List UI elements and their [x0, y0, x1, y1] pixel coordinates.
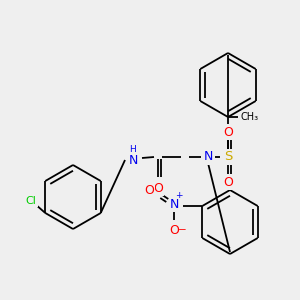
Text: O: O: [144, 184, 154, 197]
Text: O: O: [223, 125, 233, 139]
Text: N: N: [203, 151, 213, 164]
Text: Cl: Cl: [26, 196, 37, 206]
Text: N: N: [169, 197, 179, 211]
Text: CH₃: CH₃: [241, 112, 259, 122]
Text: O: O: [169, 224, 179, 236]
Text: +: +: [176, 191, 183, 200]
Text: O: O: [223, 176, 233, 188]
Text: O: O: [153, 182, 163, 194]
Text: −: −: [178, 225, 187, 235]
Text: H: H: [130, 146, 136, 154]
Text: S: S: [224, 151, 232, 164]
Text: N: N: [128, 154, 138, 167]
